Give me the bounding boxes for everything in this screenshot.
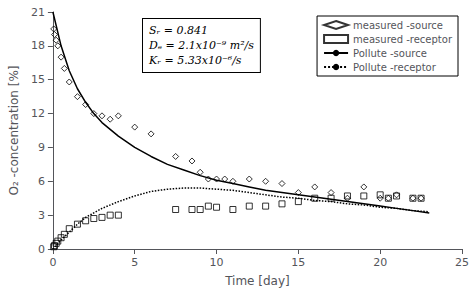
svg-text:0: 0 [49, 256, 56, 269]
svg-text:10: 10 [210, 256, 224, 269]
svg-text:Time [day]: Time [day] [224, 274, 290, 288]
svg-text:25: 25 [455, 256, 469, 269]
svg-text:measured -receptor: measured -receptor [353, 34, 453, 45]
svg-text:21: 21 [31, 6, 45, 19]
svg-text:Dₑ = 2.1x10⁻⁹ m²/s: Dₑ = 2.1x10⁻⁹ m²/s [148, 39, 254, 52]
svg-text:6: 6 [38, 175, 45, 188]
svg-text:Pollute -receptor: Pollute -receptor [353, 62, 437, 73]
svg-text:measured -source: measured -source [353, 20, 443, 31]
svg-text:0: 0 [38, 243, 45, 256]
svg-text:Kᵣ = 5.33x10⁻⁶/s: Kᵣ = 5.33x10⁻⁶/s [148, 54, 242, 67]
svg-text:9: 9 [38, 141, 45, 154]
svg-text:12: 12 [31, 107, 45, 120]
svg-text:15: 15 [31, 73, 45, 86]
svg-text:O₂ -concentration [%]: O₂ -concentration [%] [7, 65, 21, 195]
svg-text:5: 5 [131, 256, 138, 269]
svg-text:15: 15 [291, 256, 305, 269]
svg-text:3: 3 [38, 209, 45, 222]
svg-text:Sᵣ = 0.841: Sᵣ = 0.841 [149, 24, 208, 37]
svg-text:Pollute -source: Pollute -source [353, 48, 427, 59]
svg-text:20: 20 [373, 256, 387, 269]
svg-text:18: 18 [31, 39, 45, 52]
